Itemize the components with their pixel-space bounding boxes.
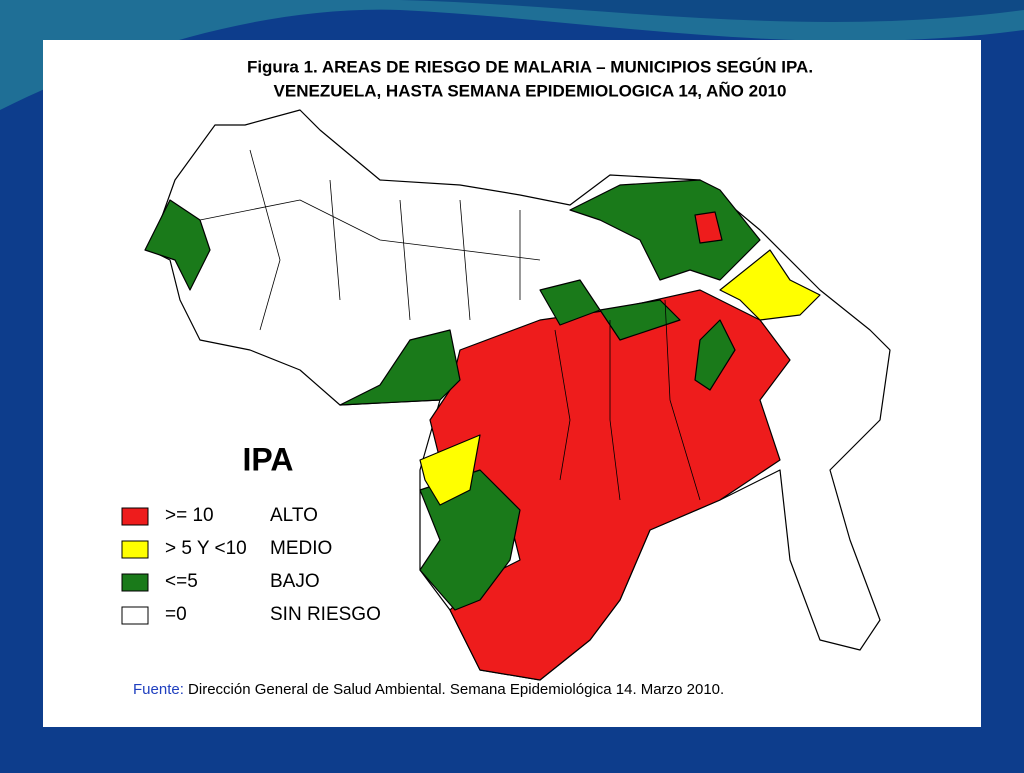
legend-range: > 5 Y <10 bbox=[165, 538, 247, 559]
title: VENEZUELA, HASTA SEMANA EPIDEMIOLOGICA 1… bbox=[274, 80, 787, 100]
legend-swatch bbox=[121, 606, 149, 625]
source-text: Dirección General de Salud Ambiental. Se… bbox=[188, 681, 724, 698]
source-label: Fuente: bbox=[133, 681, 184, 698]
legend-label: ALTO bbox=[270, 505, 318, 526]
title: Figura 1. AREAS DE RIESGO DE MALARIA – M… bbox=[247, 57, 813, 76]
region-low bbox=[694, 319, 736, 391]
region-low bbox=[419, 469, 521, 611]
footer: Fuente: Dirección General de Salud Ambie… bbox=[133, 681, 724, 698]
swoosh-dark bbox=[0, 0, 1024, 23]
region-low bbox=[339, 329, 461, 406]
legend-range: <=5 bbox=[165, 571, 198, 592]
region-high bbox=[694, 211, 723, 244]
legend-title: IPA bbox=[243, 441, 294, 477]
legend-label: SIN RIESGO bbox=[270, 604, 381, 625]
legend: >= 10 ALTO > 5 Y <10 MEDIO <=5 BAJO =0 SIN RIES… bbox=[121, 505, 381, 625]
region-medium bbox=[719, 249, 821, 321]
legend-swatch bbox=[121, 573, 149, 592]
legend-range: =0 bbox=[165, 604, 187, 625]
region-low bbox=[144, 199, 211, 291]
swoosh bbox=[0, 0, 1024, 110]
region-medium bbox=[419, 434, 481, 506]
legend-swatch bbox=[121, 540, 149, 559]
map bbox=[144, 109, 891, 681]
region-low bbox=[569, 179, 761, 281]
legend-label: BAJO bbox=[270, 571, 320, 592]
legend-label: MEDIO bbox=[270, 538, 332, 559]
legend-range: >= 10 bbox=[165, 505, 214, 526]
region-low bbox=[599, 299, 681, 341]
borders bbox=[199, 149, 701, 501]
legend-swatch bbox=[121, 507, 149, 526]
